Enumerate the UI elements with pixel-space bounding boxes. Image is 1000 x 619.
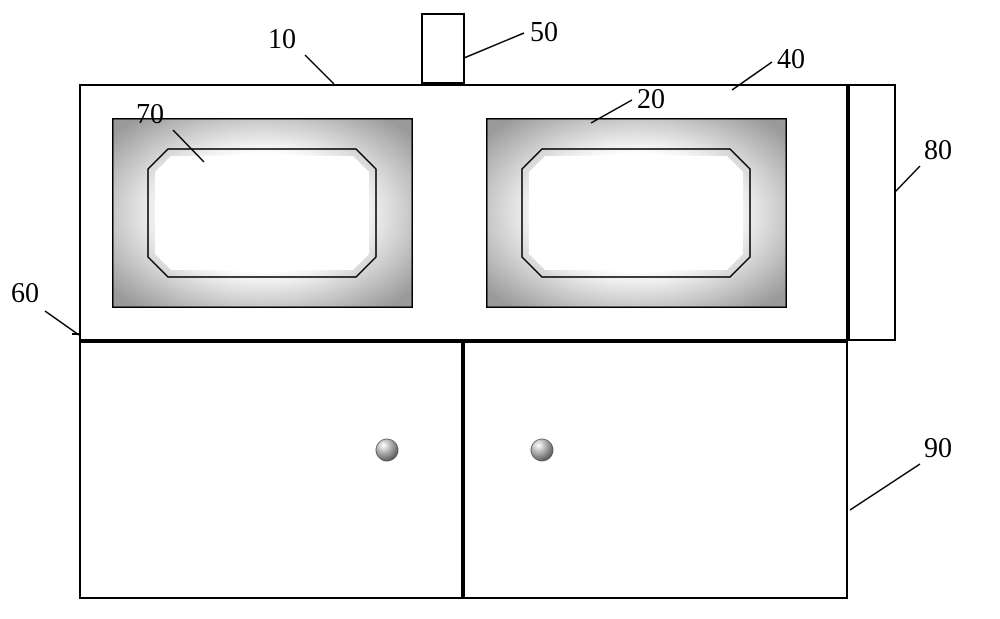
label-50: 50	[530, 17, 558, 49]
label-40: 40	[777, 44, 805, 76]
label-20: 20	[637, 84, 665, 116]
knob-right	[529, 437, 555, 463]
knob-left	[374, 437, 400, 463]
bottom-right-door	[463, 341, 848, 599]
label-60: 60	[11, 278, 39, 310]
tick-60	[72, 333, 80, 335]
window-left	[112, 118, 413, 308]
label-10: 10	[268, 24, 296, 56]
label-90: 90	[924, 433, 952, 465]
side-panel	[848, 84, 896, 341]
bottom-left-door	[79, 341, 463, 599]
label-80: 80	[924, 135, 952, 167]
window-right	[486, 118, 787, 308]
chimney	[421, 13, 465, 84]
label-70: 70	[136, 99, 164, 131]
